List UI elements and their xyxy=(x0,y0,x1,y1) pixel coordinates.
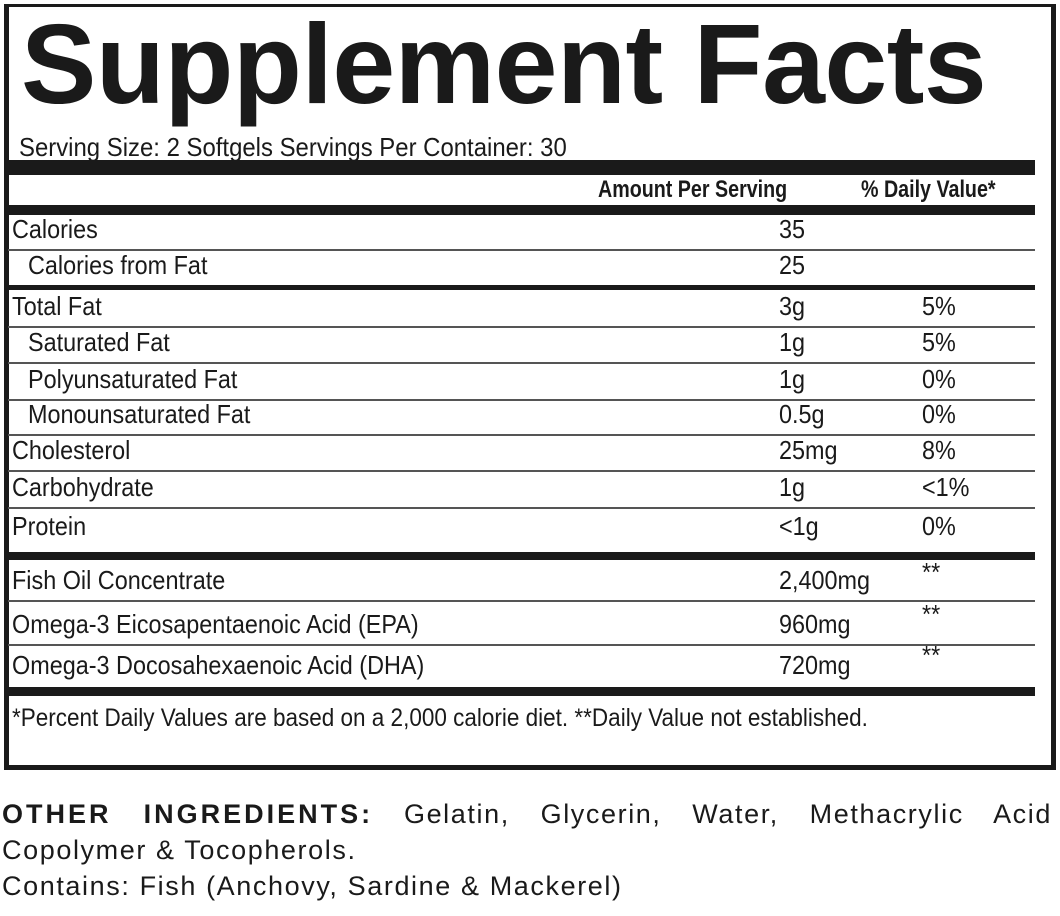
footnote-text: *Percent Daily Values are based on a 2,0… xyxy=(12,704,868,732)
nutrient-amount: 3g xyxy=(779,291,806,321)
nutrient-row: Polyunsaturated Fat 1g 0% xyxy=(8,364,1035,401)
nutrient-amount: 25mg xyxy=(779,435,838,465)
nutrient-amount: 1g xyxy=(779,472,806,502)
active-amount: 960mg xyxy=(779,609,851,639)
nutrient-dv: 0% xyxy=(922,399,956,429)
nutrient-row: Calories from Fat 25 xyxy=(8,250,1035,285)
divider-thick xyxy=(8,160,1035,175)
nutrient-label: Total Fat xyxy=(12,291,102,321)
serving-info: Serving Size: 2 Softgels Servings Per Co… xyxy=(19,132,567,162)
nutrient-label: Carbohydrate xyxy=(12,472,154,502)
nutrient-amount: 1g xyxy=(779,327,806,357)
divider xyxy=(8,285,1035,290)
facts-table: Amount Per Serving % Daily Value* Calori… xyxy=(8,160,1035,753)
nutrient-label: Calories xyxy=(12,214,98,244)
active-amount: 720mg xyxy=(779,650,851,680)
active-dv: ** xyxy=(922,599,941,629)
nutrient-dv: 0% xyxy=(922,364,956,394)
nutrient-row: Calories 35 xyxy=(8,214,1035,251)
nutrient-dv: 5% xyxy=(922,291,956,321)
other-ingredients-heading: OTHER INGREDIENTS: xyxy=(2,799,374,829)
nutrient-row: Monounsaturated Fat 0.5g 0% xyxy=(8,399,1035,436)
active-dv: ** xyxy=(922,640,941,670)
active-amount: 2,400mg xyxy=(779,565,871,595)
active-row: Omega-3 Docosahexaenoic Acid (DHA) 720mg… xyxy=(8,640,1035,687)
active-row: Omega-3 Eicosapentaenoic Acid (EPA) 960m… xyxy=(8,599,1035,646)
nutrient-label: Calories from Fat xyxy=(28,250,208,280)
nutrient-amount: 25 xyxy=(779,250,806,280)
nutrient-label: Saturated Fat xyxy=(28,327,170,357)
nutrient-dv: 0% xyxy=(922,511,956,541)
footnote: *Percent Daily Values are based on a 2,0… xyxy=(8,696,1035,753)
divider-thick xyxy=(8,552,1035,560)
other-ingredients-list: Gelatin, Glycerin, Water, Methacrylic Ac… xyxy=(403,799,1052,829)
nutrient-dv: 5% xyxy=(922,327,956,357)
nutrient-row: Protein <1g 0% xyxy=(8,509,1035,552)
active-label: Omega-3 Docosahexaenoic Acid (DHA) xyxy=(12,650,425,680)
allergen-statement: Contains: Fish (Anchovy, Sardine & Macke… xyxy=(2,871,623,901)
active-label: Fish Oil Concentrate xyxy=(12,565,226,595)
nutrient-row: Total Fat 3g 5% xyxy=(8,290,1035,328)
nutrient-label: Polyunsaturated Fat xyxy=(28,364,238,394)
amount-header: Amount Per Serving xyxy=(598,176,788,203)
supplement-facts-panel: Supplement Facts Serving Size: 2 Softgel… xyxy=(4,1,1056,770)
nutrient-amount: <1g xyxy=(779,511,819,541)
nutrient-row: Cholesterol 25mg 8% xyxy=(8,435,1035,472)
nutrient-dv: <1% xyxy=(922,472,970,502)
active-dv: ** xyxy=(922,557,941,587)
divider-medium xyxy=(8,205,1035,215)
other-ingredients: OTHER INGREDIENTS: Gelatin, Glycerin, Wa… xyxy=(2,796,1052,904)
column-header: Amount Per Serving % Daily Value* xyxy=(8,175,1035,205)
nutrient-label: Protein xyxy=(12,511,87,541)
active-label: Omega-3 Eicosapentaenoic Acid (EPA) xyxy=(12,609,419,639)
nutrient-row: Carbohydrate 1g <1% xyxy=(8,472,1035,509)
nutrient-amount: 35 xyxy=(779,214,806,244)
nutrient-dv: 8% xyxy=(922,435,956,465)
nutrient-label: Cholesterol xyxy=(12,435,131,465)
other-ingredients-line-2: Copolymer & Tocopherols. xyxy=(2,835,357,865)
divider-thick xyxy=(8,687,1035,696)
nutrient-amount: 0.5g xyxy=(779,399,825,429)
nutrient-row: Saturated Fat 1g 5% xyxy=(8,327,1035,364)
nutrient-amount: 1g xyxy=(779,364,806,394)
daily-value-header: % Daily Value* xyxy=(861,176,996,203)
panel-title: Supplement Facts xyxy=(21,1,987,127)
other-ingredients-line-1: OTHER INGREDIENTS: Gelatin, Glycerin, Wa… xyxy=(2,796,1052,832)
nutrient-label: Monounsaturated Fat xyxy=(28,399,251,429)
active-row: Fish Oil Concentrate 2,400mg ** xyxy=(8,557,1035,602)
